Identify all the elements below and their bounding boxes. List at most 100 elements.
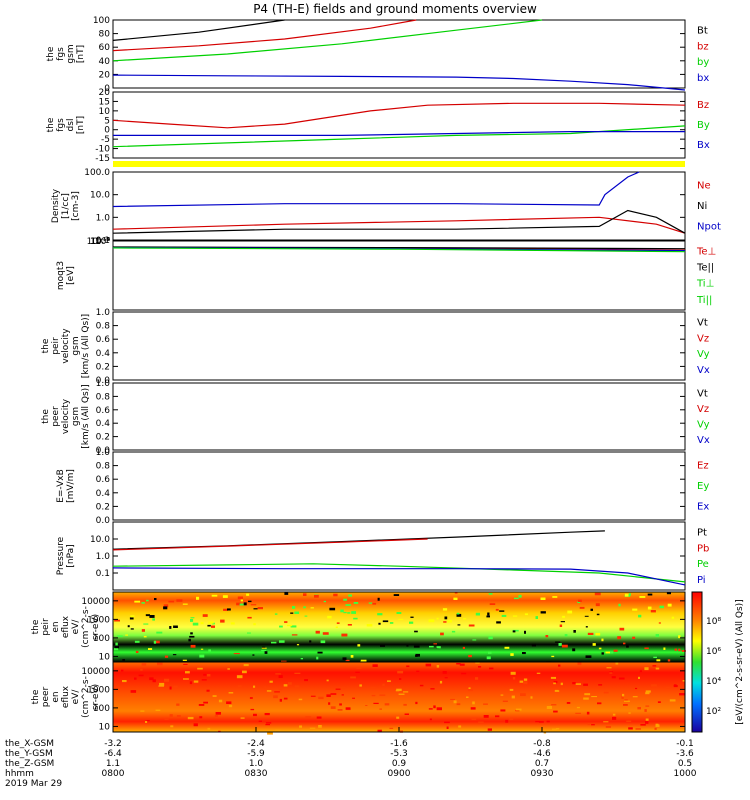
panel-peer-eflux: 10100100010000thepeerenefluxeV/(cm^2-s-s… — [31, 661, 686, 735]
heatmap-cell — [200, 621, 204, 625]
heatmap-cell — [440, 632, 444, 636]
heatmap-cell — [153, 640, 157, 644]
heatmap-cell — [193, 680, 199, 683]
plot-title: P4 (TH-E) fields and ground moments over… — [253, 2, 537, 16]
y-tick-label: 100 — [93, 16, 110, 26]
y-tick-label: 0.0 — [96, 446, 111, 456]
y-axis-label-line: Density — [51, 188, 61, 223]
series-bx-line — [113, 131, 685, 136]
heatmap-cell — [553, 682, 556, 685]
x-axis-row-value: 0.5 — [678, 759, 692, 769]
y-tick-label: 5 — [104, 116, 110, 126]
heatmap-cell — [674, 648, 677, 651]
heatmap-cell — [382, 683, 385, 687]
x-axis-row-value: 0900 — [388, 769, 411, 779]
heatmap-cell — [488, 593, 493, 595]
heatmap-cell — [622, 693, 625, 697]
y-axis-label-line: velocity — [61, 398, 71, 434]
heatmap-cell — [446, 726, 449, 729]
heatmap-cell — [304, 615, 308, 617]
heatmap-cell — [628, 712, 631, 714]
heatmap-cell — [115, 642, 118, 646]
heatmap-cell — [188, 638, 191, 642]
yellow-flag-band — [113, 161, 685, 167]
legend-vt: Vt — [697, 317, 708, 328]
heatmap-cell — [578, 686, 582, 689]
heatmap-cell — [342, 657, 347, 661]
heatmap-cell — [228, 692, 234, 694]
heatmap-cell — [552, 596, 558, 598]
heatmap-cell — [488, 636, 493, 640]
y-axis-label-line: the — [46, 117, 56, 132]
heatmap-cell — [444, 616, 448, 620]
panel-frame — [112, 451, 686, 521]
heatmap-cell — [341, 694, 344, 696]
heatmap-cell — [145, 720, 150, 722]
date-label: 2019 Mar 29 — [5, 779, 62, 789]
heatmap-cell — [462, 646, 465, 649]
heatmap-cell — [141, 602, 145, 604]
y-tick-label: 100 — [93, 704, 110, 714]
heatmap-cell — [327, 615, 332, 619]
heatmap-cell — [658, 622, 661, 624]
heatmap-cell — [478, 666, 482, 668]
heatmap-cell — [291, 634, 298, 636]
heatmap-cell — [322, 632, 329, 635]
heatmap-cell — [551, 655, 555, 658]
y-tick-label: -5 — [101, 135, 110, 145]
heatmap-cell — [586, 711, 590, 715]
heatmap-cell — [189, 635, 195, 638]
y-axis-label: moqt3[eV] — [56, 261, 76, 290]
heatmap-cell — [553, 710, 558, 713]
heatmap-cell — [566, 702, 571, 704]
panel-pressure: 0.1 1.0 10.0 Pressure[nPa] Pt Pb Pe Pi — [56, 521, 709, 591]
heatmap-cell — [429, 645, 434, 648]
heatmap-cell — [635, 687, 638, 690]
heatmap-cell — [169, 686, 172, 690]
heatmap-cell — [134, 600, 141, 603]
heatmap-cell — [522, 652, 526, 655]
heatmap-cell — [360, 659, 367, 662]
y-axis-label: thepeervelocitygsm[km/s (All Qs)] — [41, 384, 91, 448]
y-tick-label: 0.4 — [96, 349, 111, 359]
heatmap-cell — [309, 727, 316, 729]
panel-peir-eflux: 10100100010000thepeirenefluxeV/(cm^2-s-s… — [31, 591, 686, 664]
heatmap-cell — [149, 677, 154, 681]
heatmap-cell — [122, 659, 125, 661]
heatmap-cell — [253, 713, 257, 717]
heatmap-cell — [538, 721, 544, 723]
heatmap-cell — [562, 615, 565, 618]
heatmap-cell — [558, 643, 562, 646]
heatmap-cell — [663, 647, 666, 650]
heatmap-cell — [671, 616, 675, 619]
heatmap-cell — [617, 636, 622, 640]
heatmap-cell — [645, 718, 649, 721]
heatmap-cell — [397, 670, 404, 674]
heatmap-peer-eflux — [113, 662, 685, 732]
heatmap-cell — [396, 688, 402, 691]
heatmap-cell — [164, 678, 170, 682]
heatmap-cell — [372, 602, 377, 605]
heatmap-cell — [207, 727, 211, 731]
heatmap-cell — [524, 613, 528, 616]
colorbar-tick-label: 10² — [706, 707, 721, 717]
heatmap-cell — [496, 621, 501, 624]
heatmap-cell — [551, 704, 557, 706]
y-tick-label: 0.4 — [96, 489, 111, 499]
heatmap-cell — [645, 721, 649, 724]
heatmap-cell — [564, 634, 568, 637]
series-ne-line — [112, 216, 686, 234]
heatmap-cell — [240, 599, 243, 602]
heatmap-cell — [598, 684, 603, 686]
heatmap-cell — [316, 656, 319, 660]
heatmap-cell — [650, 610, 656, 613]
x-axis-row-label: the_X-GSM — [5, 739, 54, 749]
heatmap-cell — [523, 681, 528, 685]
heatmap-cell — [644, 709, 647, 712]
y-axis-label-line: velocity — [61, 328, 71, 364]
y-tick-label: 1.0 — [96, 552, 111, 562]
heatmap-cell — [403, 703, 407, 706]
heatmap-cell — [207, 624, 211, 627]
heatmap-cell — [288, 682, 292, 685]
